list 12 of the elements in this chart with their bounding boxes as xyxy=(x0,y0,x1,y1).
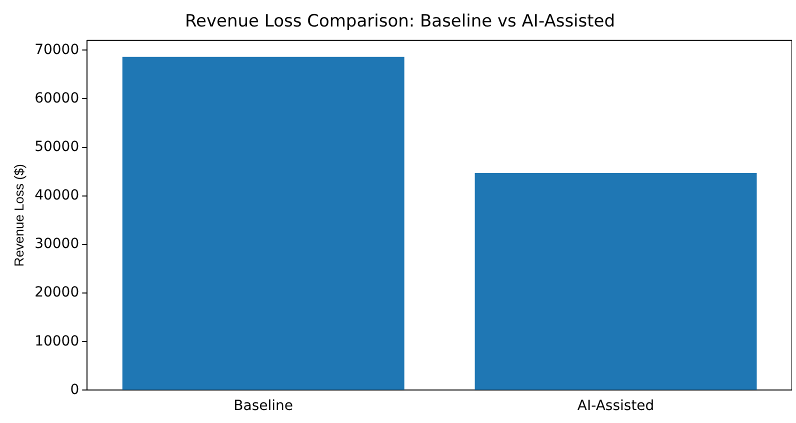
y-tick-label: 50000 xyxy=(34,138,80,155)
x-tick-label: AI-Assisted xyxy=(577,398,654,414)
y-tick-label: 60000 xyxy=(34,90,80,106)
y-tick-label: 10000 xyxy=(34,333,80,350)
y-tick-label: 40000 xyxy=(34,188,80,204)
y-tick-label: 20000 xyxy=(34,284,80,301)
x-tick-label: Baseline xyxy=(234,398,294,414)
chart-title: Revenue Loss Comparison: Baseline vs AI-Assisted xyxy=(184,12,616,32)
y-tick-label: 70000 xyxy=(34,42,80,58)
y-axis-title: Revenue Loss ($) xyxy=(11,164,26,267)
y-tick-label: 30000 xyxy=(34,236,80,252)
y-tick-label: 0 xyxy=(70,382,80,398)
